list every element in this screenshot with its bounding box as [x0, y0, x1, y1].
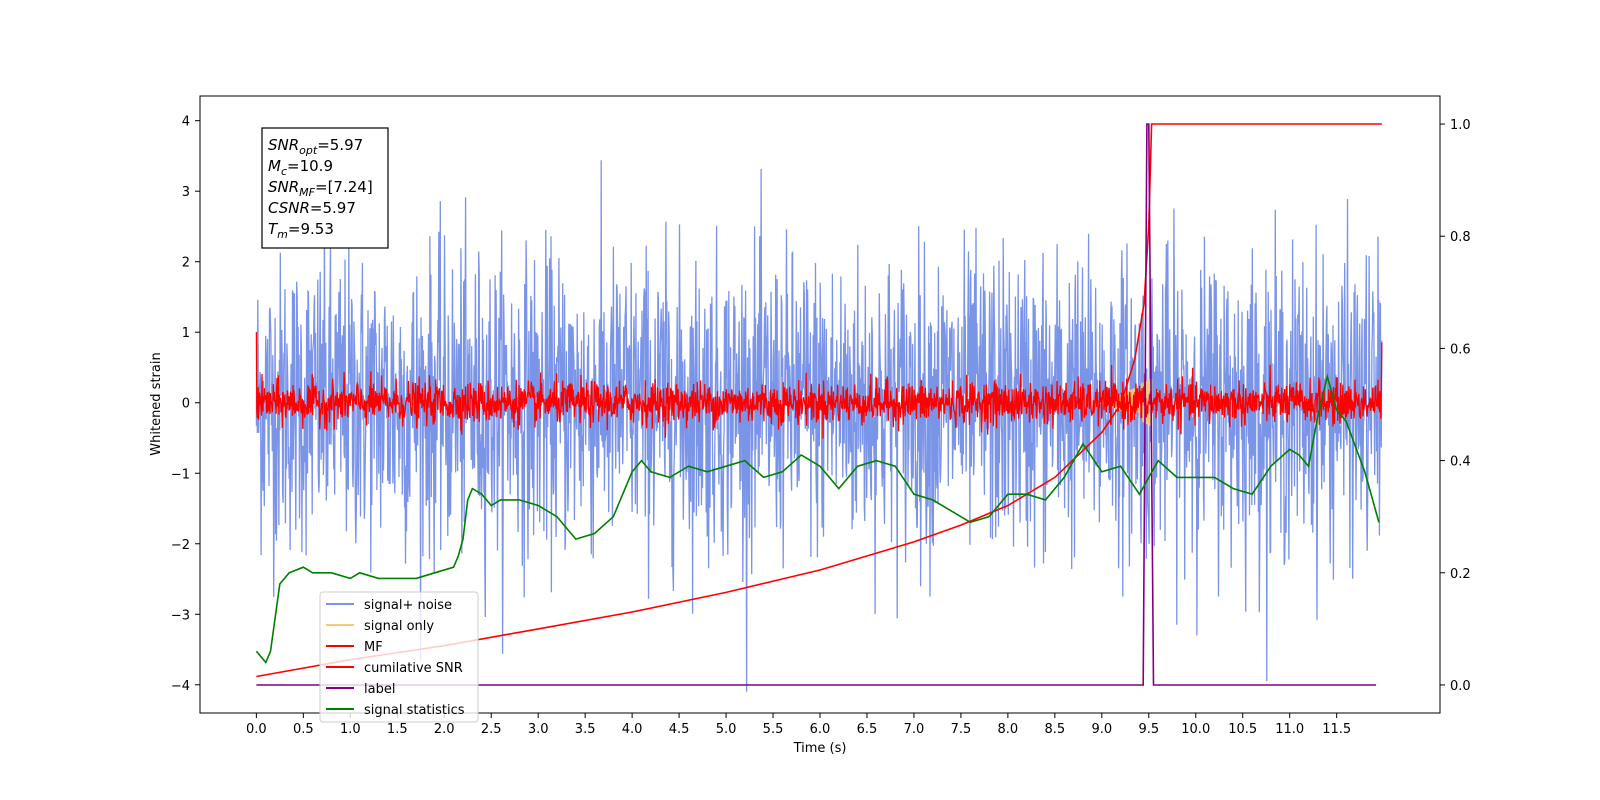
x-tick-label: 9.5: [1138, 722, 1159, 737]
x-axis-ticks: 0.0 0.5 1.0 1.5 2.0 2.5 3.0 3.5 4.0 4.5 5.0 5.5 6.0 6…: [246, 713, 1351, 737]
y-axis-left-ticks: 4 3 2 1 0 −1 −2 −3 −4: [171, 115, 200, 694]
x-tick-label: 5.5: [763, 722, 784, 737]
series-label: [256, 123, 1377, 686]
x-tick-label: 6.0: [810, 722, 831, 737]
y-tick-left-label: 3: [182, 185, 190, 200]
y-tick-right-label: 0.0: [1450, 679, 1471, 694]
x-tick-label: 4.5: [669, 722, 690, 737]
x-tick-label: 11.0: [1275, 722, 1304, 737]
x-tick-label: 5.0: [716, 722, 737, 737]
x-tick-label: 2.0: [434, 722, 455, 737]
legend-item-label: signal statistics: [364, 703, 465, 718]
info-line: SNRopt=5.97: [268, 136, 363, 157]
y-tick-left-label: −2: [171, 538, 190, 553]
x-tick-label: 2.5: [481, 722, 502, 737]
info-line: SNRMF=[7.24]: [268, 178, 373, 199]
y-tick-right-label: 0.8: [1450, 230, 1471, 245]
x-tick-label: 0.0: [246, 722, 267, 737]
y-tick-left-label: 0: [182, 397, 190, 412]
legend: signal+ noise signal only MF cumilative SNR…: [319, 591, 479, 723]
x-tick-label: 7.0: [904, 722, 925, 737]
y-tick-left-label: −3: [171, 608, 190, 623]
x-tick-label: 7.5: [951, 722, 972, 737]
y-tick-left-label: −4: [171, 679, 190, 694]
x-axis-label: Time (s): [793, 741, 847, 756]
y-tick-left-label: 4: [182, 115, 190, 130]
x-tick-label: 11.5: [1322, 722, 1351, 737]
legend-item-label: signal only: [364, 619, 434, 634]
legend-item-label: label: [364, 682, 395, 697]
x-tick-label: 10.0: [1181, 722, 1210, 737]
x-tick-label: 9.0: [1091, 722, 1112, 737]
legend-item-label: signal+ noise: [364, 598, 452, 613]
y-tick-right-label: 0.6: [1450, 342, 1471, 357]
legend-item-label: cumilative SNR: [364, 661, 463, 676]
y-axis-right-ticks: 1.0 0.8 0.6 0.4 0.2 0.0: [1440, 118, 1471, 694]
series-mf: [255, 332, 1383, 439]
x-tick-label: 0.5: [293, 722, 314, 737]
info-box-frame: [261, 127, 389, 249]
y-tick-right-label: 0.2: [1450, 567, 1471, 582]
y-axis-label: Whitened strain: [149, 352, 164, 455]
y-tick-left-label: 2: [182, 256, 190, 271]
y-tick-left-label: −1: [171, 467, 190, 482]
y-tick-left-label: 1: [182, 326, 190, 341]
x-tick-label: 4.0: [622, 722, 643, 737]
x-tick-label: 8.0: [998, 722, 1019, 737]
info-line: CSNR=5.97: [268, 199, 356, 217]
info-line: Mc=10.9: [268, 157, 333, 178]
legend-frame: [319, 591, 479, 723]
x-tick-label: 8.5: [1045, 722, 1066, 737]
x-tick-label: 6.5: [857, 722, 878, 737]
x-tick-label: 3.5: [575, 722, 596, 737]
legend-item-label: MF: [364, 640, 383, 655]
x-tick-label: 1.0: [340, 722, 361, 737]
info-line: Tm=9.53: [268, 220, 334, 241]
x-tick-label: 3.0: [528, 722, 549, 737]
y-tick-right-label: 0.4: [1450, 455, 1471, 470]
y-tick-right-label: 1.0: [1450, 118, 1471, 133]
x-tick-label: 1.5: [387, 722, 408, 737]
x-tick-label: 10.5: [1228, 722, 1257, 737]
series-signal-statistics: [255, 373, 1380, 665]
